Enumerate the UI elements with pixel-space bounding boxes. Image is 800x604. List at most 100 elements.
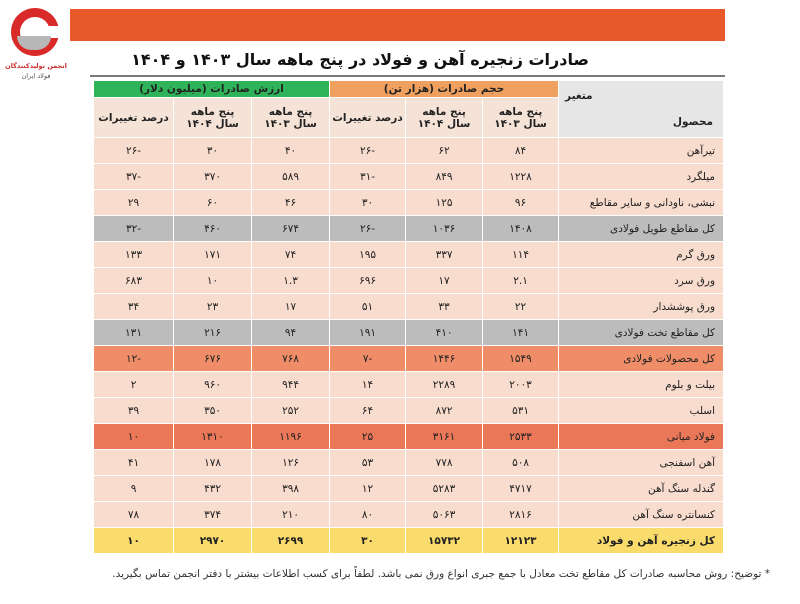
table-row: گندله سنگ آهن ۴۷۱۷ ۵۲۸۳ ۱۲ ۳۹۸ ۴۳۲ ۹ xyxy=(92,475,725,502)
volume-1404-cell: ۱۴۴۶ xyxy=(405,345,484,372)
volume-change-cell: ۶۹۶ xyxy=(329,267,407,294)
value-1403-cell: ۲۵۲ xyxy=(251,397,331,424)
product-cell: اسلب xyxy=(558,397,725,424)
product-cell: ورق گرم xyxy=(558,241,725,268)
table-row: کل زنجیره آهن و فولاد ۱۲۱۲۳ ۱۵۷۳۲ ۳۰ ۲۶۹۹ ۲۹۷… xyxy=(92,527,725,554)
volume-1403-cell: ۵۰۸ xyxy=(482,449,560,476)
volume-1404-cell: ۴۱۰ xyxy=(405,319,484,346)
volume-change-cell: ۳۰ xyxy=(329,527,407,554)
value-change-cell: ۲ xyxy=(92,371,175,398)
product-cell: ورق سرد xyxy=(558,267,725,294)
volume-change-cell: ۶۴ xyxy=(329,397,407,424)
volume-change-cell: -۷ xyxy=(329,345,407,372)
value-change-cell: ۳۹ xyxy=(92,397,175,424)
value-1403-cell: ۷۴ xyxy=(251,241,331,268)
volume-change-cell: ۱۴ xyxy=(329,371,407,398)
value-change-cell: ۱۳۳ xyxy=(92,241,175,268)
volume-change-cell: ۲۵ xyxy=(329,423,407,450)
table-row: کل مقاطع تخت فولادی ۱۴۱ ۴۱۰ ۱۹۱ ۹۴ ۲۱۶ ۱۳۱ xyxy=(92,319,725,346)
value-1403-cell: ۲۱۰ xyxy=(251,501,331,528)
volume-1404-header: پنج ماهه سال ۱۴۰۴ xyxy=(405,97,484,138)
volume-1403-cell: ۲۸۱۶ xyxy=(482,501,560,528)
value-group-header: ارزش صادرات (میلیون دلار) xyxy=(92,79,331,99)
value-1403-cell: ۱.۳ xyxy=(251,267,331,294)
volume-1404-cell: ۳۱۶۱ xyxy=(405,423,484,450)
value-1404-cell: ۹۶۰ xyxy=(173,371,253,398)
value-1404-cell: ۱۷۱ xyxy=(173,241,253,268)
value-change-cell: -۲۶ xyxy=(92,137,175,164)
volume-change-cell: ۳۰ xyxy=(329,189,407,216)
value-change-header: درصد تغییرات xyxy=(92,97,175,138)
table-row: آهن اسفنجی ۵۰۸ ۷۷۸ ۵۳ ۱۲۶ ۱۷۸ ۴۱ xyxy=(92,449,725,476)
association-logo: انجمن تولیدکنندگان فولاد ایران xyxy=(5,6,67,90)
value-1404-cell: ۱۷۸ xyxy=(173,449,253,476)
title-divider xyxy=(90,75,725,77)
product-cell: کل مقاطع طویل فولادی xyxy=(558,215,725,242)
value-change-cell: ۶۸۳ xyxy=(92,267,175,294)
product-cell: فولاد میانی xyxy=(558,423,725,450)
volume-1403-cell: ۱۲۲۸ xyxy=(482,163,560,190)
product-cell: تیرآهن xyxy=(558,137,725,164)
product-cell: کنسانتره سنگ آهن xyxy=(558,501,725,528)
value-1404-cell: ۶۰ xyxy=(173,189,253,216)
table-row: ورق گرم ۱۱۴ ۳۳۷ ۱۹۵ ۷۴ ۱۷۱ ۱۳۳ xyxy=(92,241,725,268)
value-1403-cell: ۱۷ xyxy=(251,293,331,320)
table-row: ورق پوششدار ۲۲ ۳۳ ۵۱ ۱۷ ۲۳ ۳۴ xyxy=(92,293,725,320)
table-row: کل محصولات فولادی ۱۵۴۹ ۱۴۴۶ -۷ ۷۶۸ ۶۷۶ -۱۲ xyxy=(92,345,725,372)
value-change-cell: ۷۸ xyxy=(92,501,175,528)
value-change-cell: -۱۲ xyxy=(92,345,175,372)
value-1404-cell: ۴۳۲ xyxy=(173,475,253,502)
volume-1403-cell: ۸۴ xyxy=(482,137,560,164)
volume-change-cell: ۵۳ xyxy=(329,449,407,476)
volume-1404-cell: ۱۵۷۳۲ xyxy=(405,527,484,554)
value-1403-cell: ۴۰ xyxy=(251,137,331,164)
product-cell: گندله سنگ آهن xyxy=(558,475,725,502)
product-cell: کل مقاطع تخت فولادی xyxy=(558,319,725,346)
volume-1403-cell: ۱۲۱۲۳ xyxy=(482,527,560,554)
value-1404-cell: ۳۵۰ xyxy=(173,397,253,424)
product-cell: نبشی، ناودانی و سایر مقاطع xyxy=(558,189,725,216)
volume-change-cell: -۳۱ xyxy=(329,163,407,190)
value-1404-cell: ۱۰ xyxy=(173,267,253,294)
value-change-cell: ۱۰ xyxy=(92,527,175,554)
table-row: کل مقاطع طویل فولادی ۱۴۰۸ ۱۰۳۶ -۲۶ ۶۷۴ ۴۶۰ -۳۲ xyxy=(92,215,725,242)
table-row: ورق سرد ۲.۱ ۱۷ ۶۹۶ ۱.۳ ۱۰ ۶۸۳ xyxy=(92,267,725,294)
value-1404-header: پنج ماهه سال ۱۴۰۴ xyxy=(173,97,253,138)
value-1403-cell: ۷۶۸ xyxy=(251,345,331,372)
volume-1403-cell: ۱۴۰۸ xyxy=(482,215,560,242)
volume-1404-cell: ۵۲۸۳ xyxy=(405,475,484,502)
footnote: * توضیح: روش محاسبه صادرات کل مقاطع تخت … xyxy=(112,568,770,580)
volume-1403-cell: ۴۷۱۷ xyxy=(482,475,560,502)
value-1404-cell: ۲۱۶ xyxy=(173,319,253,346)
volume-1404-cell: ۲۲۸۹ xyxy=(405,371,484,398)
top-banner xyxy=(70,9,725,41)
value-1404-cell: ۱۳۱۰ xyxy=(173,423,253,450)
product-cell: ورق پوششدار xyxy=(558,293,725,320)
product-cell: کل زنجیره آهن و فولاد xyxy=(558,527,725,554)
table-row: نبشی، ناودانی و سایر مقاطع ۹۶ ۱۲۵ ۳۰ ۴۶ ۶۰ ۲۹ xyxy=(92,189,725,216)
value-1404-cell: ۳۷۰ xyxy=(173,163,253,190)
volume-1404-cell: ۷۷۸ xyxy=(405,449,484,476)
volume-1404-cell: ۳۳۷ xyxy=(405,241,484,268)
value-change-cell: ۱۳۱ xyxy=(92,319,175,346)
value-1403-cell: ۲۶۹۹ xyxy=(251,527,331,554)
value-1403-cell: ۴۶ xyxy=(251,189,331,216)
volume-1403-cell: ۲۵۳۳ xyxy=(482,423,560,450)
volume-change-cell: ۱۹۱ xyxy=(329,319,407,346)
volume-1404-cell: ۳۳ xyxy=(405,293,484,320)
volume-1403-cell: ۹۶ xyxy=(482,189,560,216)
volume-1404-cell: ۱۷ xyxy=(405,267,484,294)
volume-change-cell: ۵۱ xyxy=(329,293,407,320)
value-1404-cell: ۶۷۶ xyxy=(173,345,253,372)
volume-1403-cell: ۱۴۱ xyxy=(482,319,560,346)
product-cell: آهن اسفنجی xyxy=(558,449,725,476)
volume-change-cell: ۱۹۵ xyxy=(329,241,407,268)
volume-change-cell: ۸۰ xyxy=(329,501,407,528)
value-change-cell: -۳۲ xyxy=(92,215,175,242)
volume-1403-cell: ۲۰۰۳ xyxy=(482,371,560,398)
value-1404-cell: ۲۳ xyxy=(173,293,253,320)
table-row: کنسانتره سنگ آهن ۲۸۱۶ ۵۰۶۳ ۸۰ ۲۱۰ ۳۷۴ ۷۸ xyxy=(92,501,725,528)
value-1403-cell: ۹۴ xyxy=(251,319,331,346)
page-title: صادرات زنجیره آهن و فولاد در پنج ماهه سا… xyxy=(131,50,589,69)
logo-text-line2: فولاد ایران xyxy=(21,72,51,80)
